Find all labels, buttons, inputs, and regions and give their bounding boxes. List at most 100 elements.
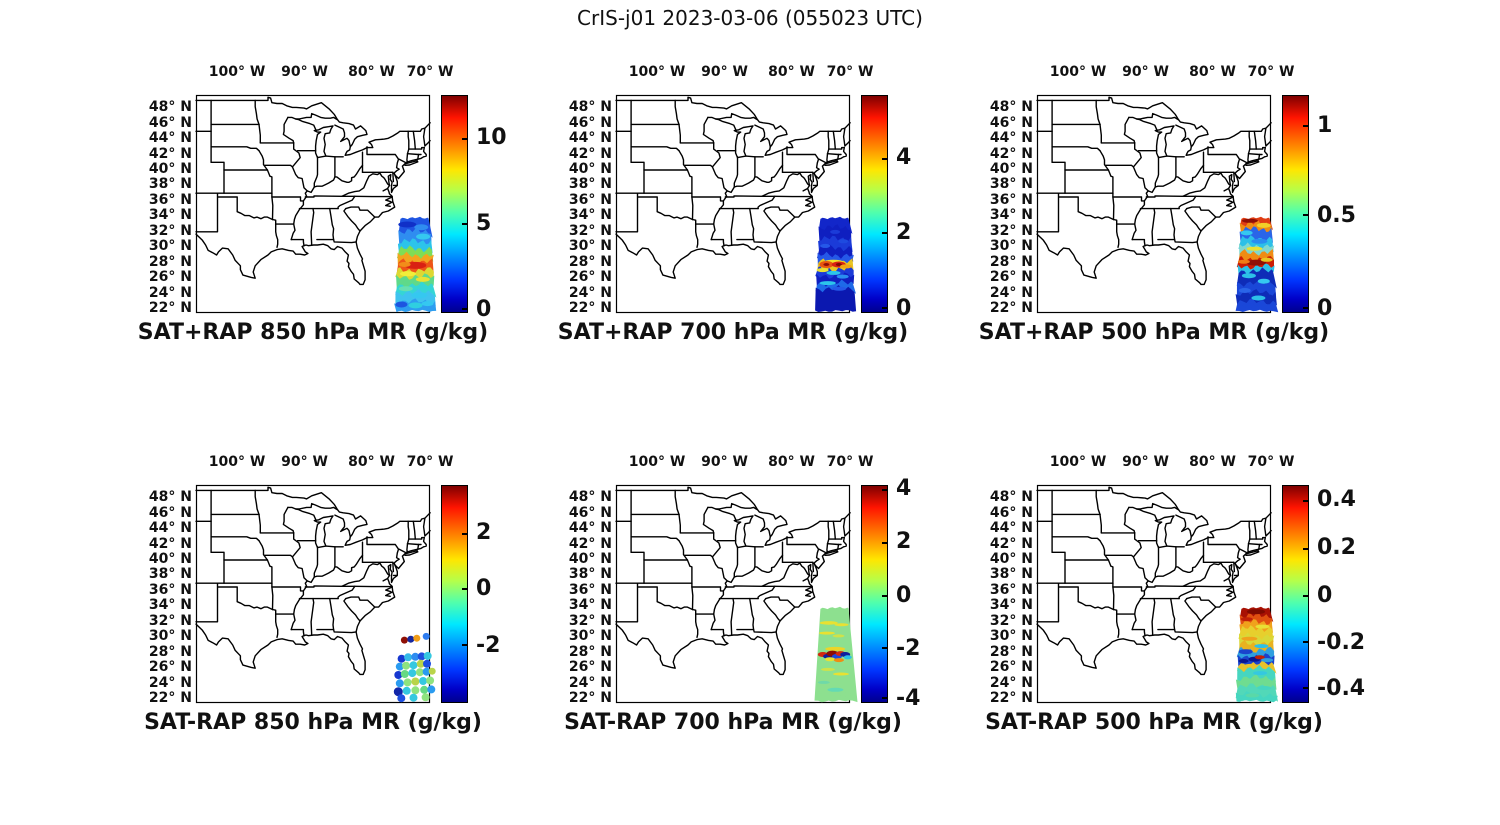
lat-tick-label: 48° N (989, 99, 1033, 116)
lat-tick-label: 24° N (148, 284, 192, 301)
lat-tick-label: 22° N (568, 300, 612, 317)
colorbar-tick (1303, 125, 1308, 128)
panel-sat-plus-rap-850: 100° W 90° W 80° W 70° W 48° N 46° N 44° N 42°… (136, 58, 556, 373)
lat-tick-label: 42° N (148, 145, 192, 162)
lat-tick-label: 42° N (989, 535, 1033, 552)
lat-tick-label: 32° N (989, 612, 1033, 629)
lat-tick-label: 40° N (989, 550, 1033, 567)
lat-tick-label: 32° N (148, 222, 192, 239)
colorbar-tick-label: 4 (896, 476, 912, 502)
lon-tick-label: 100° W (1049, 454, 1107, 470)
colorbar-tick (462, 307, 467, 310)
lat-tick-label: 24° N (148, 674, 192, 691)
colorbar-tick-label: 2 (896, 529, 912, 555)
colorbar-tick (462, 587, 467, 590)
lat-tick-label: 46° N (568, 114, 612, 131)
lat-tick-label: 26° N (989, 269, 1033, 286)
lon-tick-label: 80° W (348, 454, 395, 470)
lon-tick-label: 90° W (281, 64, 328, 80)
colorbar-tick-label: 1 (1317, 112, 1333, 138)
lat-tick-label: 24° N (989, 674, 1033, 691)
lat-tick-label: 48° N (568, 99, 612, 116)
panel-title: SAT+RAP 700 hPa MR (g/kg) (557, 320, 909, 345)
colorbar-tick-label: 0 (1317, 295, 1333, 321)
lat-tick-label: 46° N (989, 114, 1033, 131)
colorbar-tick-label: -0.4 (1317, 676, 1366, 702)
lat-tick-label: 48° N (148, 489, 192, 506)
lon-tick-label: 90° W (1122, 454, 1169, 470)
lat-tick-label: 36° N (568, 581, 612, 598)
data-swath (394, 216, 437, 313)
panel-title: SAT+RAP 500 hPa MR (g/kg) (978, 320, 1330, 345)
colorbar-tick-label: 0.5 (1317, 202, 1356, 228)
lon-tick-label: 90° W (701, 64, 748, 80)
colorbar-tick (1303, 687, 1308, 690)
colorbar-tick (462, 644, 467, 647)
colorbar-tick (882, 541, 887, 544)
colorbar-tick-label: 10 (476, 125, 507, 151)
lat-tick-label: 40° N (568, 160, 612, 177)
map-sat-minus-rap-850 (195, 484, 436, 704)
lat-tick-label: 44° N (568, 520, 612, 537)
colorbar-tick (882, 157, 887, 160)
lon-tick-label: 80° W (768, 454, 815, 470)
colorbar-tick-label: 2 (896, 220, 912, 246)
data-swath (814, 606, 858, 703)
lat-tick-label: 40° N (148, 550, 192, 567)
lat-tick-label: 36° N (568, 191, 612, 208)
lon-tick-label: 100° W (208, 64, 266, 80)
lat-tick-label: 36° N (989, 581, 1033, 598)
lat-tick-label: 36° N (148, 191, 192, 208)
data-swath (1235, 606, 1278, 703)
lat-tick-label: 46° N (148, 504, 192, 521)
lat-tick-label: 22° N (989, 690, 1033, 707)
lat-tick-label: 22° N (989, 300, 1033, 317)
lat-tick-label: 44° N (568, 130, 612, 147)
us-state-boundaries (195, 96, 431, 286)
colorbar-tick (1303, 499, 1308, 502)
figure-title: CrIS-j01 2023-03-06 (055023 UTC) (577, 6, 923, 30)
lat-tick-label: 44° N (148, 130, 192, 147)
colorbar-tick (1303, 594, 1308, 597)
lat-tick-label: 34° N (568, 207, 612, 224)
lat-tick-label: 34° N (148, 597, 192, 614)
colorbar-tick-label: -4 (896, 685, 921, 711)
lon-tick-label: 70° W (1247, 454, 1295, 470)
lat-tick-label: 22° N (148, 690, 192, 707)
lon-tick-label: 70° W (826, 454, 874, 470)
lon-tick-label: 80° W (348, 64, 395, 80)
lat-tick-label: 26° N (568, 269, 612, 286)
map-sat-minus-rap-700 (615, 484, 858, 704)
lat-tick-label: 42° N (568, 145, 612, 162)
lon-tick-label: 90° W (1122, 64, 1169, 80)
colorbar-tick (1303, 641, 1308, 644)
lat-tick-label: 32° N (568, 612, 612, 629)
lat-tick-label: 30° N (989, 628, 1033, 645)
lat-tick-label: 28° N (989, 253, 1033, 270)
lat-tick-label: 48° N (568, 489, 612, 506)
colorbar-tick-label: 0 (1317, 582, 1333, 608)
panel-title: SAT+RAP 850 hPa MR (g/kg) (137, 320, 489, 345)
colorbar-tick-label: 0 (476, 296, 492, 322)
us-state-boundaries (1036, 486, 1272, 676)
lat-tick-label: 24° N (989, 284, 1033, 301)
colorbar-tick-label: -2 (476, 632, 501, 658)
lat-tick-label: 32° N (989, 222, 1033, 239)
lat-tick-label: 34° N (989, 207, 1033, 224)
colorbar-tick (1303, 214, 1308, 217)
lat-tick-label: 34° N (148, 207, 192, 224)
lat-tick-label: 42° N (989, 145, 1033, 162)
lon-tick-label: 70° W (406, 64, 454, 80)
panel-sat-plus-rap-700: 100° W 90° W 80° W 70° W 48° N 46° N 44° N 42°… (556, 58, 976, 373)
colorbar-labels: 4 2 0 -2 -4 (896, 476, 966, 710)
lat-tick-label: 44° N (989, 130, 1033, 147)
panel-sat-plus-rap-500: 100° W 90° W 80° W 70° W 48° N 46° N 44° N 42°… (977, 58, 1397, 373)
lat-tick-label: 36° N (989, 191, 1033, 208)
data-swath (815, 216, 857, 312)
lat-tick-label: 40° N (568, 550, 612, 567)
lat-tick-label: 36° N (148, 581, 192, 598)
us-state-boundaries (195, 486, 431, 676)
panel-sat-minus-rap-500: 100° W 90° W 80° W 70° W 48° N 46° N 44° N 42°… (977, 448, 1397, 763)
us-state-boundaries (1036, 96, 1272, 286)
colorbar-tick-label: 0.2 (1317, 535, 1356, 561)
